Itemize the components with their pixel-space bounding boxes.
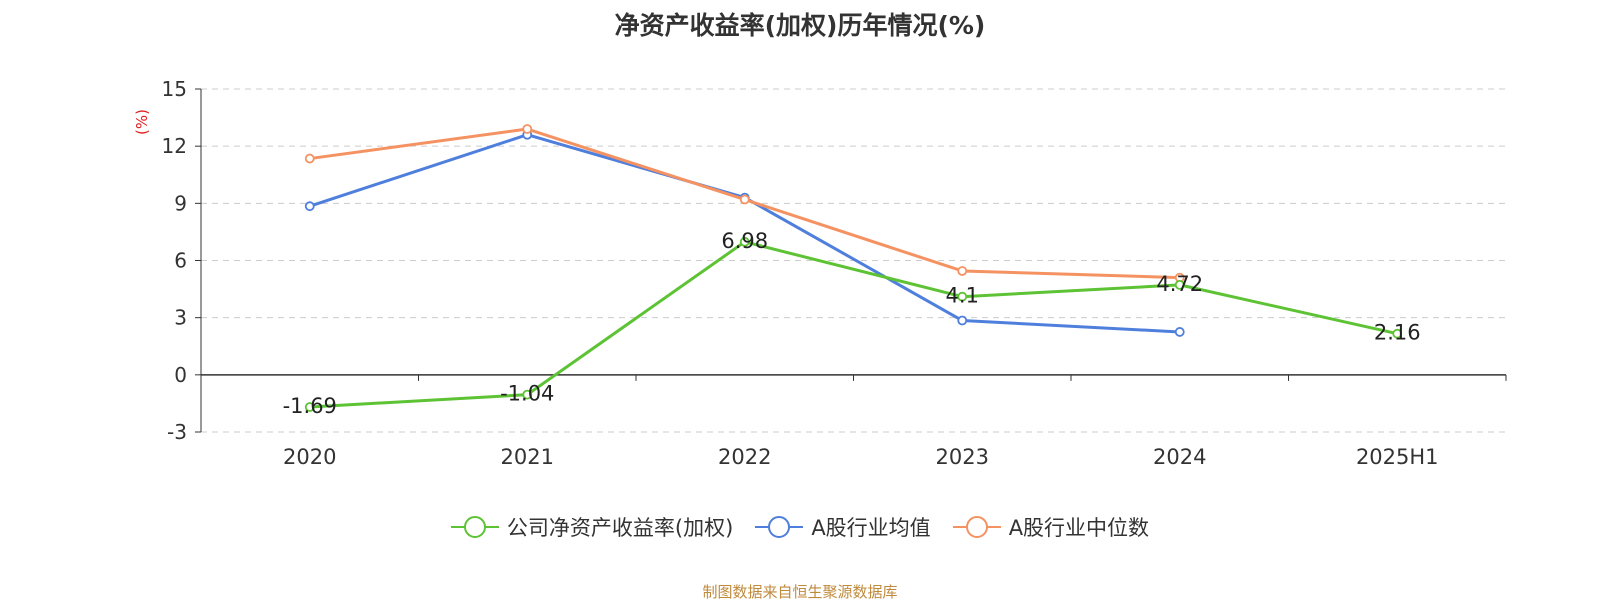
y-tick-label: 0: [174, 363, 187, 387]
series-layer: [304, 124, 1403, 412]
legend-item[interactable]: A股行业均值: [755, 512, 931, 542]
data-label: -1.69: [283, 394, 337, 418]
data-point: [739, 236, 750, 247]
chart-title: 净资产收益率(加权)历年情况(%): [614, 11, 986, 40]
y-tick-label: 15: [162, 77, 187, 101]
data-point: [957, 291, 968, 302]
legend-item[interactable]: A股行业中位数: [952, 512, 1150, 542]
data-point: [304, 153, 315, 164]
legend-label: A股行业均值: [811, 516, 931, 540]
data-point: [304, 201, 315, 212]
series-3: [304, 124, 1185, 283]
legend: 公司净资产收益率(加权) A股行业均值 A股行业中位数: [0, 512, 1600, 542]
series-line: [309, 240, 1398, 409]
y-tick-label: 9: [174, 191, 187, 215]
data-point: [1174, 279, 1185, 290]
y-tick-label: 6: [174, 249, 187, 273]
legend-label: 公司净资产收益率(加权): [506, 516, 734, 540]
data-point: [957, 266, 968, 276]
data-point: [1174, 327, 1185, 337]
data-label: 4.1: [946, 284, 979, 308]
data-point: [304, 402, 315, 412]
y-axis-title: (%): [133, 109, 151, 135]
legend-item[interactable]: 公司净资产收益率(加权): [450, 512, 734, 542]
source-note: 制图数据来自恒生聚源数据库: [702, 583, 898, 601]
data-label: 4.72: [1156, 272, 1203, 296]
legend-swatch: [755, 516, 804, 538]
x-tick-label: 2022: [718, 445, 771, 469]
data-label: 6.98: [721, 229, 768, 253]
data-point: [522, 124, 533, 134]
x-tick-label: 2024: [1153, 445, 1206, 469]
x-tick-label: 2025H1: [1356, 445, 1439, 469]
x-tick-label: 2020: [283, 445, 336, 469]
data-point: [739, 194, 750, 205]
series-1: [304, 236, 1403, 412]
data-label: -1.04: [500, 382, 554, 406]
data-labels: -1.69 -1.04 6.98 4.1 4.72 2.16: [283, 229, 1421, 418]
data-label: 2.16: [1374, 321, 1421, 345]
x-tick-label: 2021: [501, 445, 554, 469]
y-tick-label: -3: [167, 420, 187, 444]
legend-label: A股行业中位数: [1008, 516, 1150, 540]
y-tick-label: 12: [162, 134, 187, 158]
data-point: [957, 315, 968, 326]
data-point: [522, 389, 533, 400]
data-point: [1392, 328, 1403, 339]
legend-swatch: [952, 516, 1001, 538]
legend-swatch: [450, 516, 499, 538]
y-tick-label: 3: [174, 306, 187, 330]
axes: -3 0 3 6 9 12 15 2020 2021 2022 2023 2024 2025H1: [162, 77, 1507, 469]
x-tick-label: 2023: [936, 445, 989, 469]
